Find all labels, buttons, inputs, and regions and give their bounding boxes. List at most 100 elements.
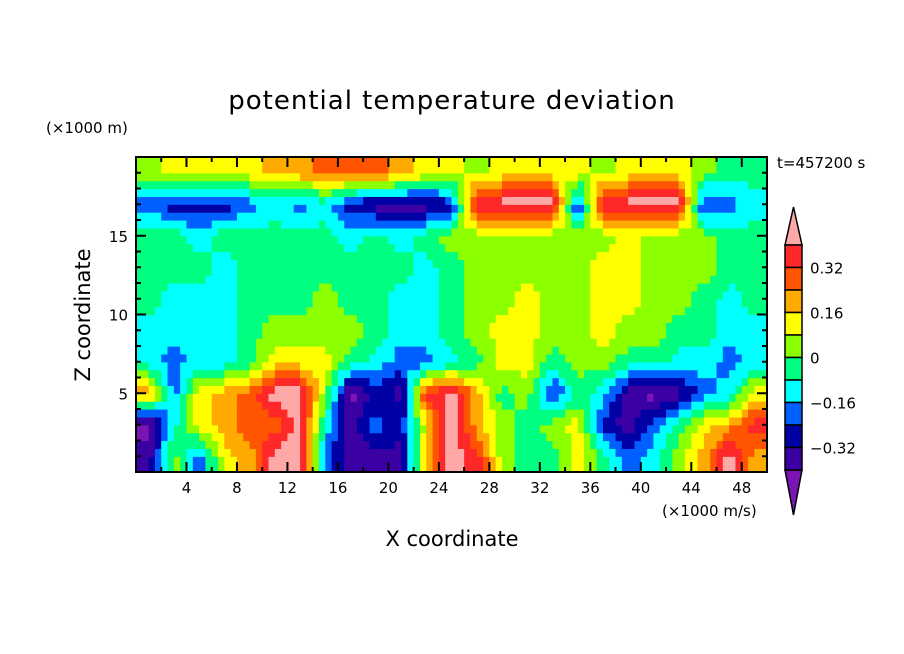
heatmap-cell [230,338,238,347]
heatmap-cell [666,196,673,205]
heatmap-cell [243,157,251,166]
heatmap-cell [136,322,143,331]
heatmap-cell [647,204,655,213]
heatmap-cell [407,416,415,426]
heatmap-cell [628,416,636,426]
heatmap-cell [344,377,352,386]
heatmap-cell [394,432,402,442]
heatmap-cell [192,212,200,221]
heatmap-cell [394,306,402,316]
heatmap-cell [350,259,358,268]
heatmap-cell [678,456,686,465]
heatmap-cell [640,432,648,442]
heatmap-cell [224,322,232,331]
heatmap-cell [615,188,623,197]
heatmap-cell [300,369,307,379]
heatmap-cell [388,283,396,292]
heatmap-cell [451,157,459,166]
heatmap-cell [640,322,648,331]
heatmap-cell [306,283,314,292]
heatmap-cell [741,456,749,465]
heatmap-cell [716,456,724,465]
heatmap-cell [546,338,554,347]
heatmap-cell [199,330,207,339]
heatmap-cell [401,259,408,268]
heatmap-cell [476,401,484,410]
heatmap-cell [432,180,440,190]
heatmap-cell [142,259,150,268]
heatmap-cell [192,322,200,331]
heatmap-cell [331,401,339,410]
heatmap-cell [520,424,528,434]
heatmap-cell [205,290,213,300]
heatmap-cell [464,204,472,213]
heatmap-cell [533,440,541,449]
heatmap-cell [445,235,453,245]
heatmap-cell [413,204,421,213]
heatmap-cell [470,361,478,371]
heatmap-cell [293,338,301,347]
heatmap-cell [457,416,465,426]
heatmap-cell [558,346,566,355]
heatmap-cell [710,196,718,205]
heatmap-cell [407,196,415,205]
heatmap-cell [167,235,175,245]
heatmap-cell [647,369,655,379]
heatmap-cell [230,227,238,237]
heatmap-cell [476,275,484,284]
heatmap-cell [495,275,503,284]
heatmap-cell [653,235,661,245]
heatmap-cell [407,314,415,323]
heatmap-cell [274,283,282,292]
heatmap-cell [401,322,408,331]
heatmap-cell [445,393,453,402]
heatmap-cell [533,290,541,300]
heatmap-cell [312,369,320,379]
heatmap-cell [325,157,333,166]
heatmap-cell [691,157,699,166]
heatmap-cell [318,409,326,418]
heatmap-cell [602,361,610,371]
heatmap-cell [293,180,301,190]
heatmap-cell [716,172,724,182]
heatmap-cell [413,464,421,473]
heatmap-cell [533,416,541,426]
heatmap-cell [457,298,465,308]
heatmap-cell [180,212,188,221]
heatmap-cell [438,157,446,166]
heatmap-cell [180,416,188,426]
heatmap-cell [180,164,188,174]
heatmap-cell [754,338,762,347]
heatmap-cell [438,188,446,197]
heatmap-cell [243,401,251,410]
heatmap-cell [249,456,257,465]
heatmap-cell [312,243,320,253]
heatmap-cell [476,448,484,457]
heatmap-cell [501,424,509,434]
heatmap-cell [577,188,585,197]
heatmap-cell [565,393,572,402]
heatmap-cell [678,220,686,229]
heatmap-cell [413,157,421,166]
heatmap-cell [514,330,522,339]
heatmap-cell [546,401,554,410]
heatmap-cell [577,330,585,339]
heatmap-cell [514,212,522,221]
heatmap-cell [691,235,699,245]
heatmap-cell [388,180,396,190]
heatmap-cell [546,204,554,213]
heatmap-cell [407,212,415,221]
heatmap-cell [325,235,333,245]
heatmap-cell [325,353,333,363]
heatmap-cell [621,314,629,323]
heatmap-cell [331,424,339,434]
heatmap-cell [306,251,314,260]
heatmap-cell [571,369,579,379]
heatmap-cell [577,440,585,449]
heatmap-cell [306,456,314,465]
heatmap-cell [388,330,396,339]
heatmap-cell [489,306,497,316]
heatmap-cell [148,385,156,394]
heatmap-cell [356,377,364,386]
heatmap-cell [527,393,535,402]
